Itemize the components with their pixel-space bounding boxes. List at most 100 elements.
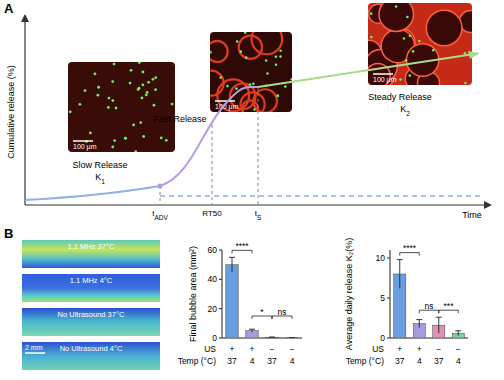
y-tick-label: 0 — [212, 333, 217, 343]
particle — [89, 131, 92, 134]
y-tick-label: 5 — [380, 293, 385, 303]
error-bar — [455, 331, 461, 336]
ultrasound-image — [22, 274, 160, 302]
particle — [252, 82, 255, 85]
particle — [279, 55, 282, 58]
particle — [219, 76, 222, 79]
label: K1 — [95, 172, 105, 185]
particle — [266, 72, 269, 75]
row-value: 4 — [456, 356, 461, 366]
axis-title: Time — [462, 210, 482, 220]
y-tick — [219, 338, 222, 339]
row-label: US — [372, 344, 384, 354]
particle — [141, 83, 144, 86]
image-label: No Ultrasound 37°C — [58, 310, 125, 319]
pore — [426, 10, 462, 46]
scale-bar-label: 100 µm — [215, 103, 239, 111]
plot-area — [394, 260, 465, 338]
scale-bar — [215, 100, 235, 102]
error-cap — [249, 329, 255, 330]
row-value: − — [456, 344, 461, 354]
particle — [408, 74, 411, 77]
label: RT50 — [202, 209, 222, 218]
error-cap — [229, 257, 235, 258]
error-cap — [397, 259, 403, 260]
y-axis — [24, 18, 25, 205]
particle — [160, 137, 163, 140]
particle — [141, 97, 144, 100]
guide-line — [160, 186, 161, 205]
scale-bar — [25, 352, 45, 354]
scale-bar — [373, 73, 393, 75]
row-value: 4 — [417, 356, 422, 366]
particle — [142, 135, 145, 138]
error-bar — [249, 329, 255, 332]
sig-label: ns — [425, 301, 434, 311]
label-sub: ADV — [154, 214, 168, 221]
sig-label: **** — [403, 243, 417, 253]
error-line — [232, 257, 233, 272]
particle — [139, 121, 142, 124]
error-cap — [289, 337, 295, 338]
no-us-curve — [160, 195, 484, 197]
particle — [111, 146, 114, 149]
label-sub: 1 — [101, 178, 105, 185]
error-bar — [289, 337, 295, 338]
label: K2 — [400, 104, 410, 117]
particle — [276, 95, 279, 98]
particle — [279, 49, 282, 52]
y-tick-label: 10 — [376, 253, 386, 263]
label: tS — [255, 209, 262, 221]
particle — [130, 69, 133, 72]
error-bar — [397, 260, 403, 289]
particle — [96, 94, 99, 97]
y-tick-label: 40 — [208, 274, 218, 284]
bar — [266, 337, 278, 338]
phase-label: Steady Release — [368, 92, 432, 102]
y-tick — [219, 308, 222, 309]
ultrasound-image — [22, 308, 160, 336]
error-bar — [436, 317, 442, 333]
x-axis — [25, 204, 488, 205]
scale-bar-label: 100 µm — [73, 143, 97, 151]
row-value: + — [417, 344, 422, 354]
particle — [406, 16, 409, 19]
particle — [147, 81, 150, 84]
label: tADV — [152, 209, 168, 221]
row-label: US — [204, 344, 216, 354]
slow-curve — [25, 186, 160, 200]
diagram: Cumulative release (%)Time100 µm100 µm10… — [6, 0, 492, 220]
micrograph — [368, 3, 472, 85]
particle — [97, 86, 100, 89]
label-sub: S — [257, 214, 262, 221]
bubble — [210, 41, 228, 62]
figure: ABCumulative release (%)Time100 µm100 µm… — [0, 0, 504, 380]
particle — [69, 110, 72, 113]
panel-label: A — [4, 1, 14, 16]
particle — [290, 78, 292, 81]
particle — [236, 40, 239, 43]
error-bar — [229, 257, 235, 272]
plot-area — [226, 257, 298, 338]
particle — [154, 88, 157, 91]
particle — [412, 50, 415, 53]
particle — [129, 82, 132, 85]
particle — [235, 87, 238, 90]
particle — [409, 34, 412, 37]
particle — [370, 36, 373, 39]
particle — [399, 78, 402, 81]
phase-label: Slow Release — [72, 160, 127, 170]
sig-label: *** — [444, 301, 455, 311]
particle — [138, 62, 141, 64]
error-cap — [455, 330, 461, 331]
error-line — [458, 331, 459, 336]
y-tick — [219, 279, 222, 280]
particle — [152, 78, 155, 81]
guide-line — [258, 87, 259, 205]
y-tick-label: 0 — [380, 333, 385, 343]
image-label: 1.1 MHz 37°C — [68, 242, 115, 251]
error-cap — [269, 336, 275, 337]
particle — [134, 150, 137, 152]
row-value: + — [230, 344, 235, 354]
row-value: 37 — [395, 356, 405, 366]
